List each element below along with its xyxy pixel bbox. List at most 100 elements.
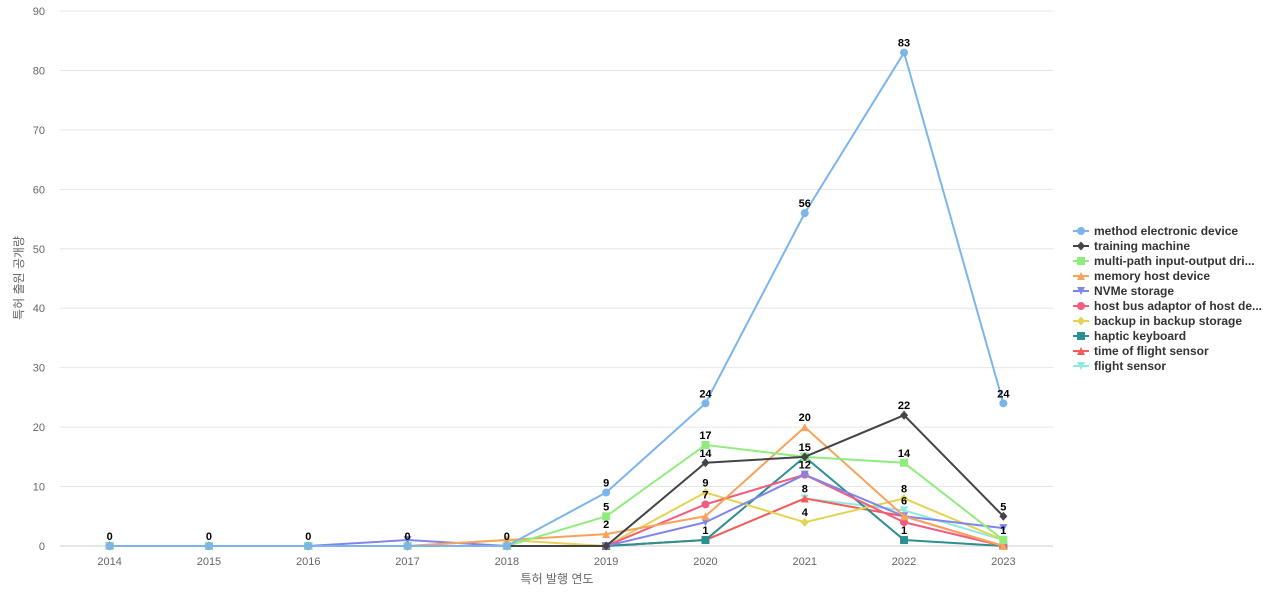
- legend-marker: [1077, 241, 1085, 250]
- y-tick-label: 30: [33, 363, 45, 375]
- data-point: [900, 458, 909, 467]
- data-point: [701, 512, 710, 521]
- data-point: [701, 488, 710, 497]
- legend-label: flight sensor: [1094, 358, 1167, 373]
- legend-symbol-icon: [1073, 286, 1089, 295]
- legend-label: host bus adaptor of host de...: [1094, 298, 1262, 313]
- data-point: [900, 512, 909, 521]
- data-point: [204, 542, 213, 550]
- legend-item[interactable]: flight sensor: [1072, 358, 1277, 373]
- legend-symbol-icon: [1073, 331, 1089, 340]
- legend-item[interactable]: multi-path input-output dri...: [1072, 253, 1277, 268]
- data-point: [602, 512, 611, 521]
- data-label: 5: [603, 501, 609, 513]
- data-label: 14: [898, 448, 911, 460]
- y-tick-label: 40: [33, 303, 45, 315]
- legend-marker: [1077, 301, 1085, 310]
- data-point: [999, 399, 1008, 408]
- legend-symbol-icon: [1073, 301, 1089, 310]
- y-tick-label: 90: [33, 6, 45, 18]
- data-label: 8: [901, 483, 907, 495]
- x-axis-ticks: 2014 2015 2016 2017 2018 2019 2020 2021 2022 2023: [97, 556, 1015, 568]
- data-label: 9: [702, 478, 708, 490]
- data-point: [105, 542, 114, 550]
- data-label: 0: [305, 531, 311, 543]
- data-label: 1: [702, 525, 708, 537]
- data-label: 8: [802, 483, 808, 495]
- legend-item[interactable]: memory host device: [1072, 268, 1277, 283]
- data-point: [403, 542, 412, 550]
- legend-marker: [1077, 271, 1085, 280]
- legend-item[interactable]: haptic keyboard: [1072, 328, 1277, 343]
- data-point: [800, 470, 809, 479]
- legend-marker: [1077, 346, 1085, 355]
- data-point: [602, 488, 611, 497]
- series-1[interactable]: [105, 48, 1008, 550]
- data-label: 0: [206, 531, 212, 543]
- data-label: 6: [901, 495, 907, 507]
- series-8[interactable]: [105, 452, 1008, 550]
- y-tick-label: 0: [39, 541, 45, 553]
- x-tick-label: 2014: [97, 556, 121, 568]
- series-line: [108, 414, 1005, 547]
- legend-label: training machine: [1094, 238, 1191, 253]
- y-tick-label: 80: [33, 65, 45, 77]
- data-point: [800, 209, 809, 218]
- data-label: 12: [799, 460, 811, 472]
- data-point: [701, 500, 710, 509]
- data-label: 9: [603, 478, 609, 490]
- data-label: 1: [901, 525, 907, 537]
- x-tick-label: 2016: [296, 556, 320, 568]
- data-label: 4: [802, 507, 809, 519]
- data-point: [701, 536, 710, 545]
- data-point: [403, 536, 412, 545]
- data-point: [999, 536, 1008, 545]
- legend-label: NVMe storage: [1094, 283, 1175, 298]
- data-label: 0: [504, 531, 510, 543]
- y-axis-title: 특허 출원 공개량: [12, 236, 26, 320]
- legend-symbol-icon: [1073, 226, 1089, 235]
- x-tick-label: 2021: [793, 556, 817, 568]
- legend-symbol-icon: [1073, 316, 1089, 325]
- data-point: [999, 542, 1008, 550]
- data-point: [999, 511, 1008, 521]
- legend-label: memory host device: [1094, 268, 1211, 283]
- legend-label: backup in backup storage: [1094, 313, 1243, 328]
- data-point: [800, 517, 809, 527]
- legend-item[interactable]: method electronic device: [1072, 223, 1277, 238]
- data-point: [800, 423, 809, 432]
- legend-item[interactable]: host bus adaptor of host de...: [1072, 298, 1277, 313]
- y-tick-label: 70: [33, 125, 45, 137]
- data-label: 24: [997, 388, 1010, 400]
- legend-item[interactable]: NVMe storage: [1072, 283, 1277, 298]
- data-point: [701, 440, 710, 449]
- legend-symbol-icon: [1073, 271, 1089, 280]
- legend-marker: [1077, 226, 1085, 235]
- data-point: [900, 506, 909, 515]
- legend-symbol-icon: [1073, 256, 1089, 265]
- data-label: 0: [404, 531, 410, 543]
- legend-label: haptic keyboard: [1094, 328, 1187, 343]
- y-tick-label: 20: [33, 422, 45, 434]
- data-label: 0: [107, 531, 113, 543]
- legend-item[interactable]: backup in backup storage: [1072, 313, 1277, 328]
- legend-item[interactable]: training machine: [1072, 238, 1277, 253]
- data-point: [900, 48, 909, 57]
- gridlines: [60, 10, 1053, 547]
- data-point: [701, 458, 710, 468]
- series-3[interactable]: [105, 440, 1008, 550]
- data-point: [602, 530, 611, 539]
- series-2[interactable]: [105, 410, 1008, 551]
- data-point: [304, 542, 313, 550]
- legend-item[interactable]: time of flight sensor: [1072, 343, 1277, 358]
- x-tick-label: 2017: [395, 556, 419, 568]
- x-tick-label: 2018: [495, 556, 519, 568]
- x-tick-label: 2015: [197, 556, 221, 568]
- series-layer: [105, 48, 1008, 551]
- data-label: 5: [1000, 501, 1006, 513]
- data-point: [800, 452, 809, 462]
- data-label: 83: [898, 38, 910, 50]
- x-tick-label: 2023: [991, 556, 1015, 568]
